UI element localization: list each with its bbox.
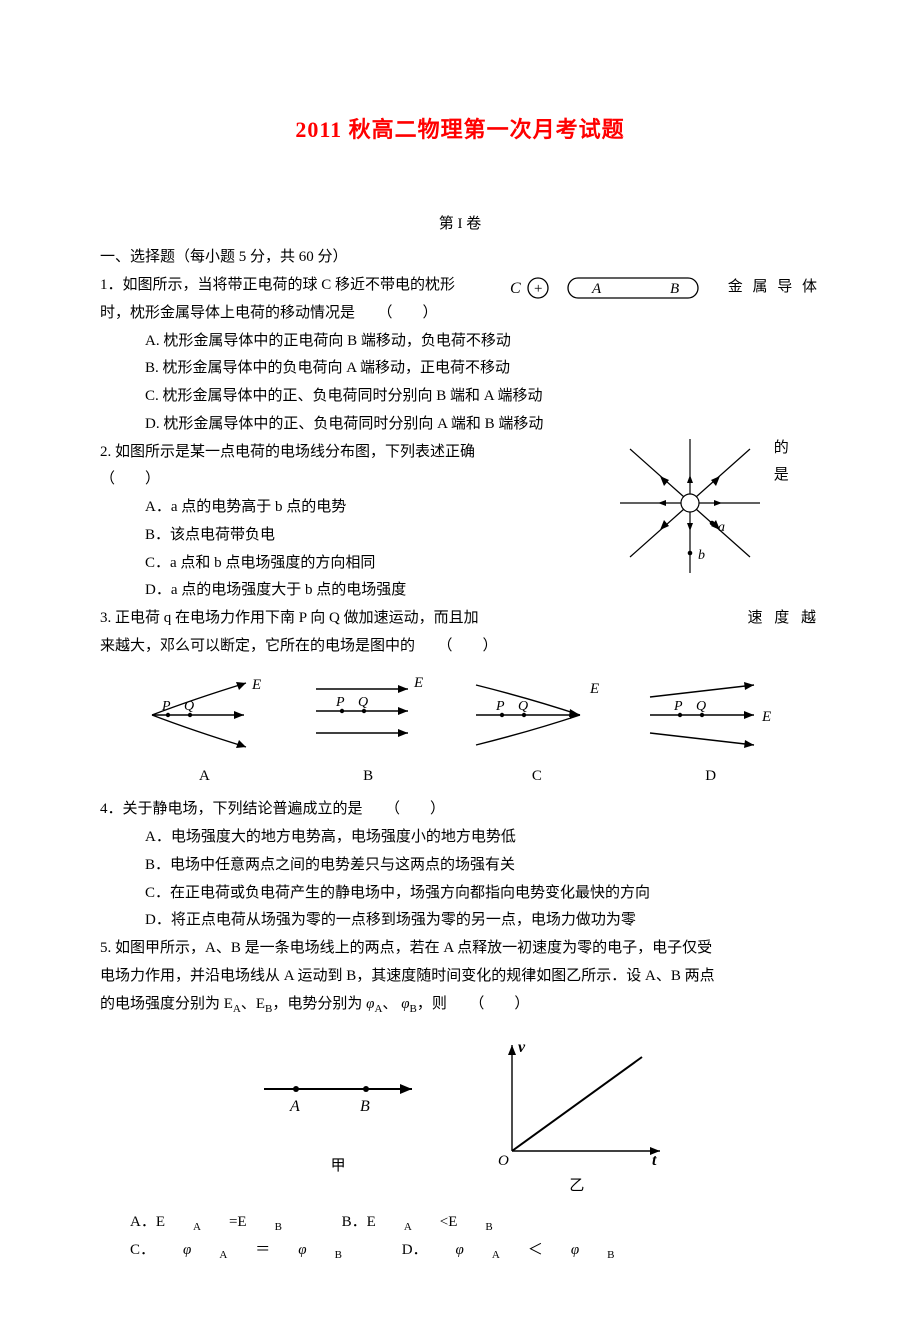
q1-stem-text-a: 1．如图所示，当将带正电荷的球 C 移近不带电的枕形 bbox=[100, 277, 455, 293]
volume-label: 第 I 卷 bbox=[100, 211, 820, 239]
q3d-e: E bbox=[761, 709, 771, 725]
q5-line1: 5. 如图甲所示，A、B 是一条电场线上的两点，若在 A 点释放一初速度为零的电… bbox=[100, 935, 820, 963]
q5-l3-b: 、E bbox=[241, 996, 265, 1012]
q5-fig-a-label: A bbox=[289, 1098, 300, 1115]
q2-a-label: a bbox=[718, 520, 725, 535]
q3-stem-text-a: 3. 正电荷 q 在电场力作用下南 P 向 Q 做加速运动，而且加 bbox=[100, 610, 479, 626]
q3-figures-row: P Q E A P Q E B bbox=[100, 671, 820, 791]
q5-axis-o: O bbox=[498, 1153, 509, 1167]
q1-fig-plus: + bbox=[534, 281, 542, 297]
q5-axis-v: v bbox=[518, 1039, 526, 1056]
q4-stem: 4．关于静电场，下列结论普遍成立的是 （ ） bbox=[100, 796, 820, 824]
q5-opt-b: B．EA<EB bbox=[342, 1209, 521, 1237]
q2-stem-text-a: 2. 如图所示是某一点电荷的电场线分布图，下列表述正确 bbox=[100, 444, 475, 460]
q3-label-c: C bbox=[462, 763, 612, 791]
exam-page: 2011 秋高二物理第一次月考试题 第 I 卷 一、选择题（每小题 5 分，共 … bbox=[0, 0, 920, 1325]
q2-point-b bbox=[688, 550, 693, 555]
q3c-e: E bbox=[589, 681, 599, 697]
q1-opt-b: B. 枕形金属导体中的负电荷向 A 端移动，正电荷不移动 bbox=[100, 355, 820, 383]
q3c-p: P bbox=[495, 699, 505, 714]
q3b-q: Q bbox=[358, 695, 368, 710]
q5-axis-t: t bbox=[652, 1152, 657, 1167]
q3-fig-d: P Q E D bbox=[636, 671, 786, 791]
q3b-p: P bbox=[335, 695, 345, 710]
q3-fig-b: P Q E B bbox=[298, 671, 438, 791]
q1-fig-b-label: B bbox=[670, 281, 679, 297]
q5-line3: 的电场强度分别为 EA、EB，电势分别为 φA、 φB，则 （ ） bbox=[100, 991, 820, 1019]
q5-l3-a: 的电场强度分别为 E bbox=[100, 996, 233, 1012]
q1-fig-c-label: C bbox=[510, 280, 521, 297]
q1-opt-a: A. 枕形金属导体中的正电荷向 B 端移动，负电荷不移动 bbox=[100, 328, 820, 356]
q5-opt-c: C．φA＝φB bbox=[130, 1237, 370, 1265]
q5-l3-e: ，则 （ ） bbox=[417, 996, 530, 1012]
page-title: 2011 秋高二物理第一次月考试题 bbox=[100, 110, 820, 151]
q4-opt-b: B．电场中任意两点之间的电势差只与这两点的场强有关 bbox=[100, 852, 820, 880]
q1-fig-a-label: A bbox=[591, 281, 602, 297]
q3d-p: P bbox=[673, 699, 683, 714]
q5-figures-row: A B 甲 O v t 乙 bbox=[100, 1037, 820, 1201]
q3-label-d: D bbox=[636, 763, 786, 791]
q3-label-b: B bbox=[298, 763, 438, 791]
q1-stem-text-b: 金 属 导 体 bbox=[728, 274, 820, 302]
q5-l3-phisb: B bbox=[410, 1003, 417, 1015]
q2-point-a bbox=[710, 520, 715, 525]
q5-fig-b-label: B bbox=[360, 1098, 370, 1115]
q4-opt-c: C．在正电荷或负电荷产生的静电场中，场强方向都指向电势变化最快的方向 bbox=[100, 880, 820, 908]
q5-cap-jia: 甲 bbox=[248, 1153, 428, 1181]
q1-stem-line2: 时，枕形金属导体上电荷的移动情况是 （ ） bbox=[100, 300, 820, 328]
q5-l3-d: 、 bbox=[382, 996, 397, 1012]
q2-stem-text-b: 的 是 bbox=[774, 435, 814, 491]
q5-fig-yi: O v t 乙 bbox=[482, 1037, 672, 1201]
q3-stem-text-b: 速 度 越 bbox=[747, 605, 820, 633]
q4-opt-d: D．将正点电荷从场强为零的一点移到场强为零的另一点，电场力做功为零 bbox=[100, 907, 820, 935]
q2-b-label: b bbox=[698, 548, 705, 563]
q5-options: A．EA=EB B．EA<EB C．φA＝φB D．φA＜φB bbox=[100, 1209, 820, 1266]
q3-fig-c: P Q E C bbox=[462, 671, 612, 791]
q3c-q: Q bbox=[518, 699, 528, 714]
q3-stem-line1: 3. 正电荷 q 在电场力作用下南 P 向 Q 做加速运动，而且加 速 度 越 bbox=[100, 605, 820, 633]
section-heading: 一、选择题（每小题 5 分，共 60 分） bbox=[100, 244, 820, 272]
q3a-e: E bbox=[251, 677, 261, 693]
q5-opt-d: D．φA＜φB bbox=[402, 1237, 643, 1265]
q5-opt-a: A．EA=EB bbox=[130, 1209, 310, 1237]
q3a-q: Q bbox=[184, 699, 194, 714]
q5-l3-sa: A bbox=[233, 1003, 241, 1015]
q5-fig-jia: A B 甲 bbox=[248, 1037, 428, 1181]
q3b-e: E bbox=[413, 675, 423, 691]
q3-label-a: A bbox=[134, 763, 274, 791]
q3a-p: P bbox=[161, 699, 171, 714]
q1-stem-line1: 1．如图所示，当将带正电荷的球 C 移近不带电的枕形 C + A B 金 属 导… bbox=[100, 272, 820, 300]
q2-stem-line1: 2. 如图所示是某一点电荷的电场线分布图，下列表述正确 bbox=[100, 439, 820, 467]
q2-fig-wrap: a b bbox=[610, 435, 770, 585]
q5-cap-yi: 乙 bbox=[482, 1173, 672, 1201]
q4-opt-a: A．电场强度大的地方电势高，电场强度小的地方电势低 bbox=[100, 824, 820, 852]
q2-figure: a b bbox=[610, 435, 770, 585]
q5-line2: 电场力作用，并沿电场线从 A 运动到 B，其速度随时间变化的规律如图乙所示．设 … bbox=[100, 963, 820, 991]
q3-fig-a: P Q E A bbox=[134, 671, 274, 791]
q1-opt-c: C. 枕形金属导体中的正、负电荷同时分别向 B 端和 A 端移动 bbox=[100, 383, 820, 411]
q3-stem-line2: 来越大，邓么可以断定，它所在的电场是图中的 （ ） bbox=[100, 633, 820, 661]
q1-figure: C + A B bbox=[510, 274, 710, 302]
q3d-q: Q bbox=[696, 699, 706, 714]
q1-fig-wrap: C + A B bbox=[510, 274, 710, 302]
q5-l3-phi2: φ bbox=[401, 996, 409, 1012]
q5-l3-c: ，电势分别为 bbox=[272, 996, 362, 1012]
